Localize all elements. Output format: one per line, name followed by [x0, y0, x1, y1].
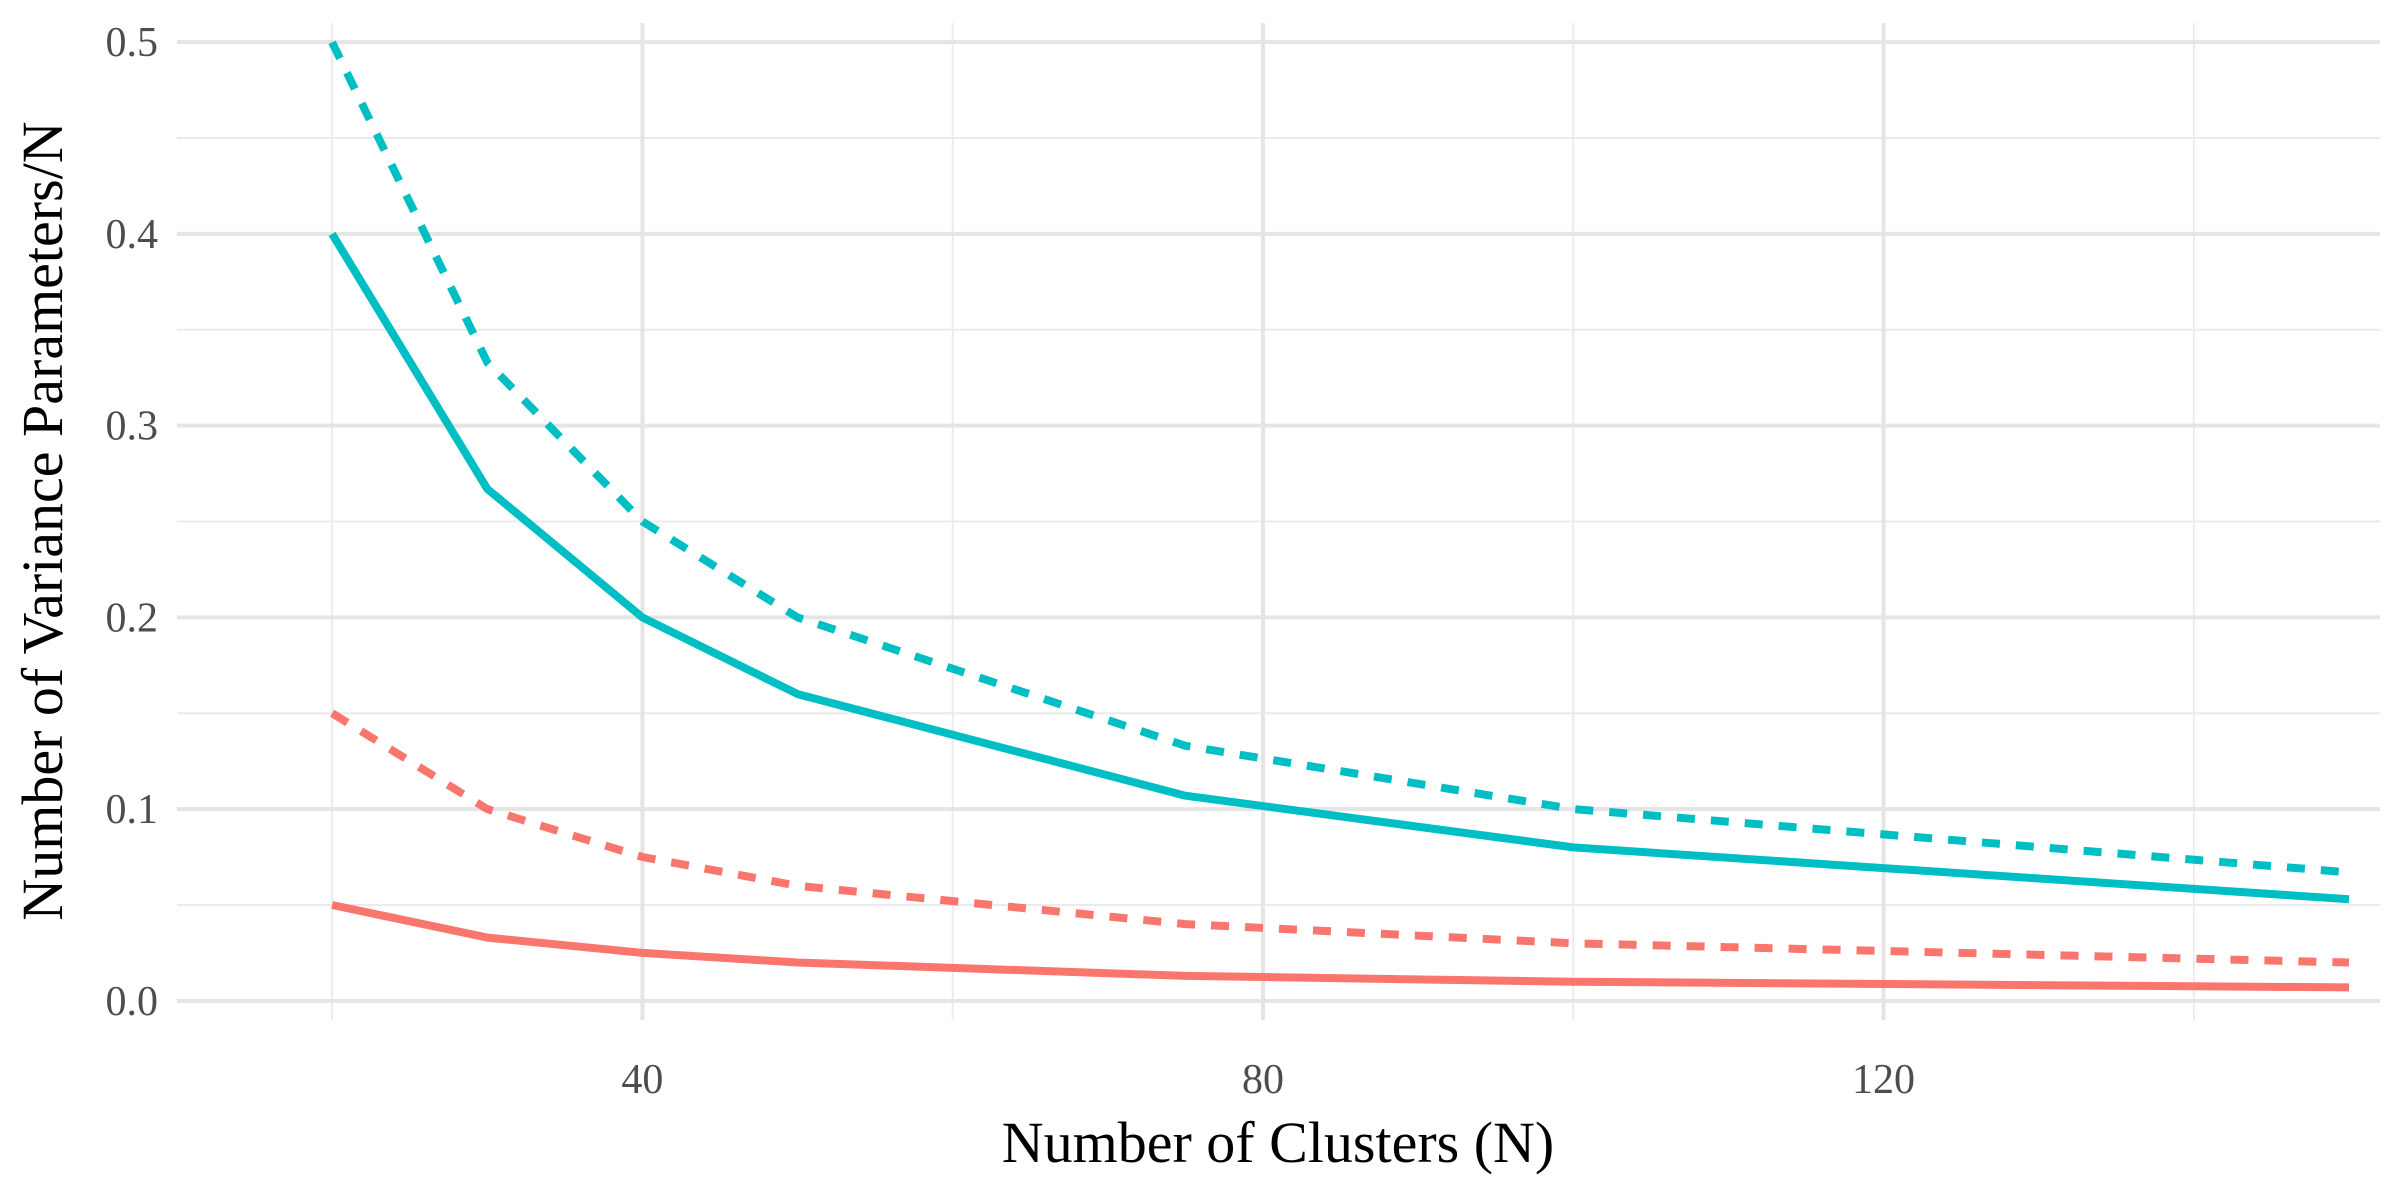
x-tick-label: 120: [1852, 1057, 1915, 1103]
y-tick-label: 0.0: [106, 979, 159, 1025]
x-tick-label: 80: [1242, 1057, 1284, 1103]
y-tick-label: 0.2: [106, 595, 159, 641]
series-line-2: [328, 231, 2350, 904]
y-tick-label: 0.4: [106, 212, 159, 258]
series-line-3: [329, 709, 2350, 967]
y-axis-ticks: 0.0 0.1 0.2 0.3 0.4 0.5: [106, 20, 159, 1025]
x-axis-title: Number of Clusters (N): [1002, 1110, 1555, 1175]
grid-lines: [177, 23, 2380, 1020]
y-tick-label: 0.5: [106, 20, 159, 66]
y-tick-label: 0.1: [106, 787, 159, 833]
x-tick-label: 40: [621, 1057, 663, 1103]
x-axis-ticks: 40 80 120: [621, 1057, 1915, 1103]
y-axis-title: Number of Variance Parameters/N: [10, 121, 75, 920]
series-lines: [328, 40, 2350, 992]
series-line-1: [328, 40, 2350, 877]
series-line-4: [331, 901, 2350, 992]
y-tick-label: 0.3: [106, 404, 159, 450]
